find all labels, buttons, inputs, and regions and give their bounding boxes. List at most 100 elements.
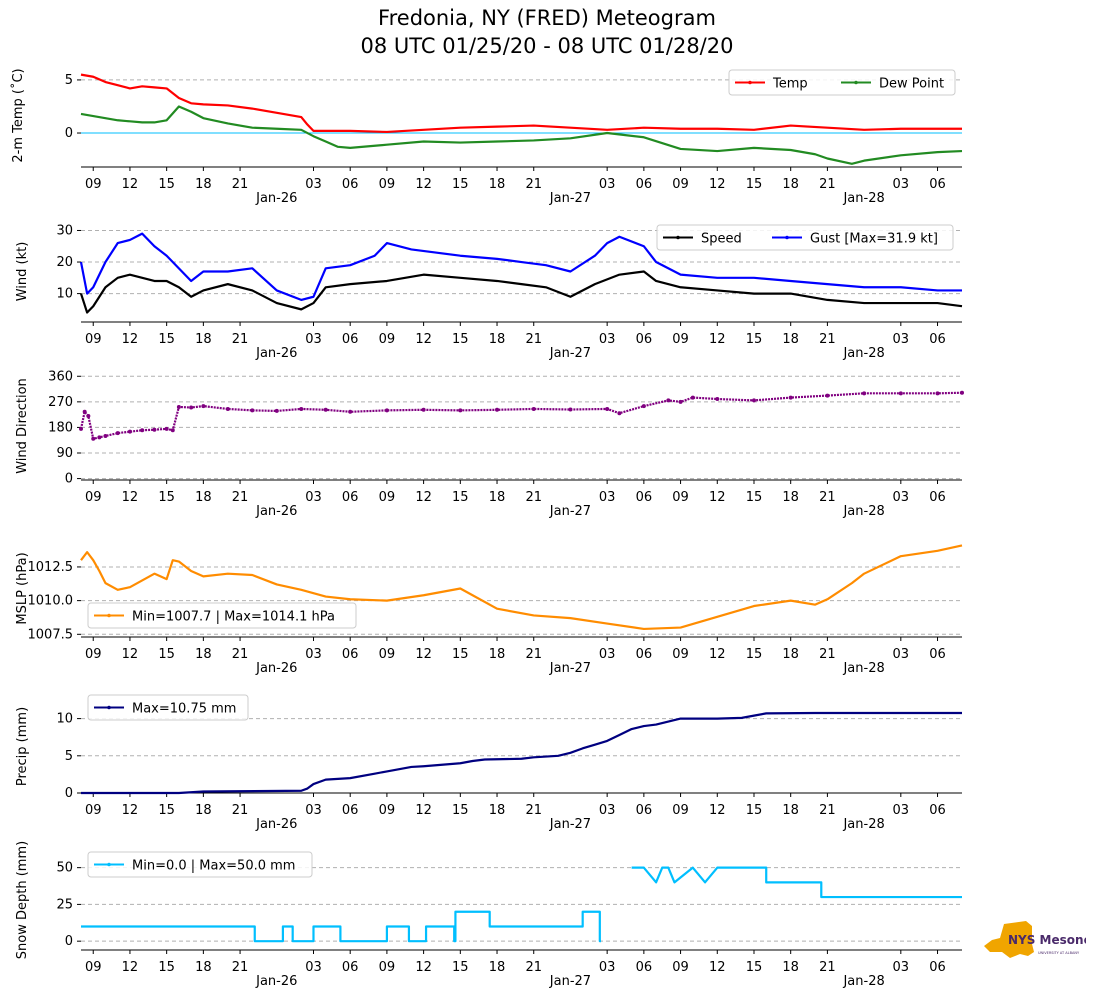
x-tick-label: 12 <box>122 960 139 975</box>
x-tick-label: 03 <box>599 332 616 347</box>
x-tick-label: 03 <box>305 332 322 347</box>
x-tick-label: 06 <box>342 332 359 347</box>
x-tick-label: 09 <box>85 960 102 975</box>
day-label: Jan-28 <box>842 661 884 676</box>
x-tick-label: 21 <box>819 332 836 347</box>
x-tick-label: 12 <box>415 960 432 975</box>
day-label: Jan-26 <box>255 974 297 989</box>
chart-title-line2: 08 UTC 01/25/20 - 08 UTC 01/28/20 <box>360 34 734 58</box>
x-tick-label: 18 <box>782 960 799 975</box>
y-tick-label: 25 <box>56 897 73 912</box>
x-tick-label: 18 <box>782 647 799 662</box>
x-tick-label: 06 <box>636 960 653 975</box>
x-tick-label: 15 <box>158 803 175 818</box>
x-tick-label: 09 <box>672 177 689 192</box>
x-tick-label: 15 <box>452 960 469 975</box>
x-tick-label: 03 <box>599 647 616 662</box>
logo-brand-text: NYS Mesonet <box>1008 933 1086 947</box>
x-tick-label: 03 <box>599 177 616 192</box>
x-tick-label: 21 <box>232 960 249 975</box>
x-tick-label: 09 <box>379 803 396 818</box>
x-tick-label: 18 <box>782 803 799 818</box>
series-line <box>631 866 962 899</box>
x-tick-label: 06 <box>342 177 359 192</box>
chart-title-line1: Fredonia, NY (FRED) Meteogram <box>378 6 716 30</box>
x-tick-label: 21 <box>232 332 249 347</box>
x-tick-label: 21 <box>819 490 836 505</box>
nys-mesonet-logo: NYS Mesonet UNIVERSITY AT ALBANY <box>984 921 1086 958</box>
day-label: Jan-28 <box>842 974 884 989</box>
x-tick-label: 06 <box>636 332 653 347</box>
y-tick-label: 1010.0 <box>28 594 74 609</box>
x-tick-label: 18 <box>489 803 506 818</box>
y-axis-label: 2-m Temp (˚C) <box>10 68 26 162</box>
x-tick-label: 18 <box>782 177 799 192</box>
y-tick-label: 0 <box>65 786 73 801</box>
x-tick-label: 03 <box>599 803 616 818</box>
day-label: Jan-26 <box>255 191 297 206</box>
x-tick-label: 12 <box>415 490 432 505</box>
x-tick-label: 15 <box>746 332 763 347</box>
x-tick-label: 21 <box>525 803 542 818</box>
y-axis-label: Snow Depth (mm) <box>15 841 30 959</box>
y-tick-label: 270 <box>48 395 73 410</box>
y-tick-label: 30 <box>56 223 73 238</box>
y-tick-label: 50 <box>56 861 73 876</box>
legend-marker <box>854 80 858 85</box>
legend-marker <box>107 613 111 618</box>
x-tick-label: 15 <box>746 803 763 818</box>
day-label: Jan-27 <box>549 504 591 519</box>
logo-sub-text: UNIVERSITY AT ALBANY <box>1038 951 1080 955</box>
new-york-state-shape-icon <box>984 921 1034 958</box>
x-tick-label: 12 <box>122 490 139 505</box>
x-tick-label: 12 <box>415 803 432 818</box>
x-tick-label: 03 <box>893 803 910 818</box>
x-tick-label: 09 <box>672 490 689 505</box>
x-tick-label: 09 <box>379 960 396 975</box>
x-tick-label: 18 <box>489 647 506 662</box>
x-tick-label: 09 <box>672 960 689 975</box>
legend-box <box>656 224 954 251</box>
day-label: Jan-28 <box>842 191 884 206</box>
legend-marker <box>676 235 680 240</box>
legend-box <box>87 694 249 721</box>
x-tick-label: 12 <box>709 647 726 662</box>
day-label: Jan-27 <box>549 974 591 989</box>
legend-marker <box>748 80 752 85</box>
y-tick-label: 1012.5 <box>28 560 74 575</box>
legend-box <box>87 602 357 629</box>
x-tick-label: 03 <box>599 490 616 505</box>
y-tick-label: 0 <box>65 126 73 141</box>
x-tick-label: 03 <box>893 332 910 347</box>
x-tick-label: 15 <box>452 490 469 505</box>
x-tick-label: 18 <box>782 332 799 347</box>
y-axis-label: MSLP (hPa) <box>15 552 30 624</box>
x-tick-label: 21 <box>819 960 836 975</box>
y-axis-label: Wind (kt) <box>15 242 30 302</box>
direction-trace <box>79 391 963 441</box>
x-tick-label: 15 <box>158 647 175 662</box>
x-tick-label: 15 <box>746 960 763 975</box>
x-tick-label: 21 <box>525 647 542 662</box>
x-tick-label: 18 <box>489 332 506 347</box>
x-tick-label: 18 <box>195 177 212 192</box>
x-tick-label: 12 <box>122 803 139 818</box>
legend-box <box>87 851 313 878</box>
day-label: Jan-28 <box>842 504 884 519</box>
x-tick-label: 03 <box>893 960 910 975</box>
x-tick-label: 12 <box>415 647 432 662</box>
day-label: Jan-27 <box>549 661 591 676</box>
y-tick-label: 1007.5 <box>28 627 74 642</box>
x-tick-label: 06 <box>929 490 946 505</box>
legend-label: Temp <box>772 77 808 92</box>
x-tick-label: 21 <box>525 960 542 975</box>
day-label: Jan-26 <box>255 346 297 361</box>
x-tick-label: 18 <box>782 490 799 505</box>
y-tick-label: 360 <box>48 369 73 384</box>
x-tick-label: 06 <box>342 490 359 505</box>
x-tick-label: 09 <box>85 332 102 347</box>
x-tick-label: 06 <box>636 647 653 662</box>
x-tick-label: 15 <box>452 332 469 347</box>
x-tick-label: 06 <box>636 803 653 818</box>
